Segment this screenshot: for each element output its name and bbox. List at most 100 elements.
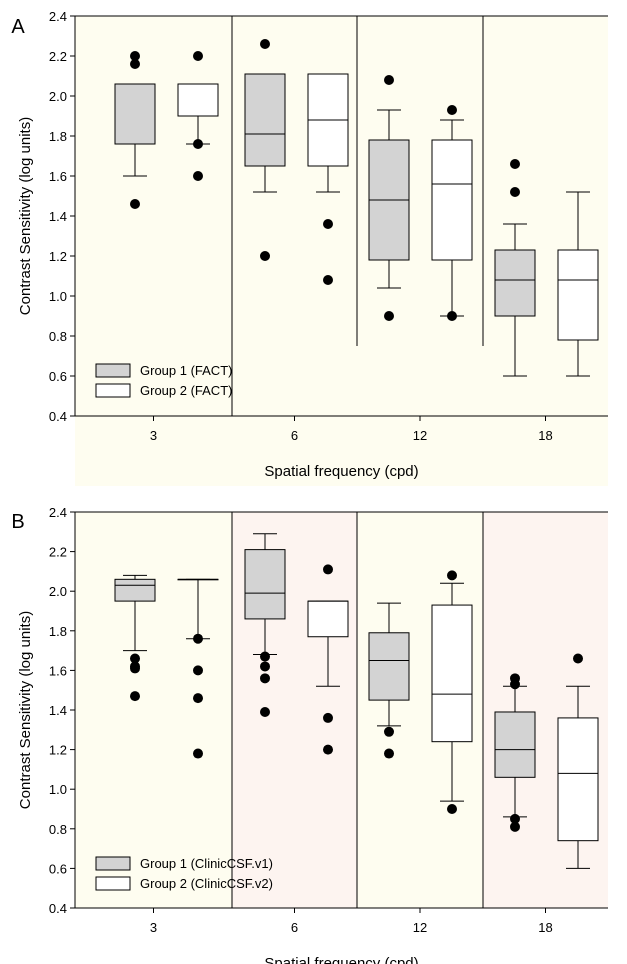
outlier-point — [130, 51, 140, 61]
x-axis-area-band — [75, 416, 608, 486]
outlier-point — [260, 39, 270, 49]
legend-label: Group 1 (ClinicCSF.v1) — [140, 856, 273, 871]
box-18-series-1 — [494, 673, 536, 832]
outlier-point — [323, 712, 333, 723]
outlier-point — [323, 564, 333, 575]
outlier-point — [323, 219, 333, 229]
outlier-point — [384, 748, 394, 759]
y-tick-label: 0.6 — [49, 369, 67, 384]
box-iqr — [114, 83, 156, 145]
box-6-series-1 — [244, 533, 286, 717]
box-3-series-2 — [177, 578, 219, 759]
outlier-point — [130, 653, 140, 664]
outlier-point — [510, 821, 520, 832]
box-12-series-1 — [368, 75, 410, 321]
box-3-series-2 — [177, 51, 219, 181]
x-tick-label: 3 — [150, 920, 157, 935]
x-tick-label: 12 — [413, 428, 427, 443]
y-tick-label: 0.4 — [49, 409, 67, 424]
outlier-point — [193, 633, 203, 644]
y-tick-label: 1.4 — [49, 703, 67, 718]
outlier-point — [130, 59, 140, 69]
box-6-series-1 — [244, 39, 286, 261]
outlier-point — [193, 748, 203, 759]
outlier-point — [384, 75, 394, 85]
y-tick-label: 1.8 — [49, 129, 67, 144]
box-iqr — [494, 711, 536, 778]
outlier-point — [447, 311, 457, 321]
y-tick-label: 1.0 — [49, 782, 67, 797]
outlier-point — [130, 661, 140, 672]
x-axis-title: Spatial frequency (cpd) — [264, 463, 418, 480]
outlier-point — [193, 665, 203, 676]
y-tick-label: 2.4 — [49, 9, 67, 24]
y-tick-label: 1.2 — [49, 743, 67, 758]
outlier-point — [510, 159, 520, 169]
y-tick-label: 1.0 — [49, 289, 67, 304]
box-iqr — [244, 73, 286, 167]
y-tick-label: 2.2 — [49, 49, 67, 64]
category-band-18 — [483, 512, 608, 908]
y-tick-label: 2.4 — [49, 505, 67, 520]
panel-A: 0.4 0.6 0.8 1.0 1.2 1.4 1.6 1.8 2.0 2.2 2.4 3 6 12 18 S… — [11, 9, 608, 486]
x-tick-label: 18 — [538, 920, 552, 935]
y-axis-title: Contrast Sensitivity (log units) — [17, 117, 34, 315]
box-18-series-2 — [557, 653, 599, 869]
box-18-series-1 — [494, 159, 536, 377]
box-12-series-2 — [431, 105, 473, 321]
y-tick-label: 2.0 — [49, 584, 67, 599]
x-tick-label: 6 — [291, 428, 298, 443]
box-6-series-2 — [307, 73, 349, 285]
legend: Group 1 (ClinicCSF.v1) Group 2 (ClinicCSF… — [95, 856, 273, 891]
outlier-point — [510, 187, 520, 197]
y-axis-title: Contrast Sensitivity (log units) — [17, 611, 34, 809]
box-12-series-1 — [368, 602, 410, 759]
box-iqr — [431, 139, 473, 261]
outlier-point — [510, 673, 520, 684]
outlier-point — [323, 275, 333, 285]
box-3-series-1 — [114, 574, 156, 702]
x-tick-label: 6 — [291, 920, 298, 935]
legend-swatch — [95, 383, 131, 398]
outlier-point — [260, 251, 270, 261]
box-iqr — [494, 249, 536, 317]
legend-swatch — [95, 363, 131, 378]
x-tick-label: 18 — [538, 428, 552, 443]
box-3-series-1 — [114, 51, 156, 209]
y-tick-label: 1.2 — [49, 249, 67, 264]
category-band-18 — [483, 16, 608, 416]
outlier-point — [573, 653, 583, 664]
legend-label: Group 1 (FACT) — [140, 363, 232, 378]
box-12-series-2 — [431, 570, 473, 814]
box-iqr — [114, 578, 156, 602]
box-iqr — [431, 604, 473, 743]
outlier-point — [510, 813, 520, 824]
x-tick-label: 3 — [150, 428, 157, 443]
legend-swatch — [95, 876, 131, 891]
outlier-point — [260, 661, 270, 672]
box-iqr — [177, 83, 219, 117]
box-iqr — [244, 549, 286, 620]
outlier-point — [447, 105, 457, 115]
outlier-point — [447, 804, 457, 814]
legend-swatch — [95, 856, 131, 871]
box-iqr — [557, 717, 599, 842]
y-tick-label: 0.8 — [49, 329, 67, 344]
outlier-point — [260, 651, 270, 662]
legend-label: Group 2 (FACT) — [140, 383, 232, 398]
panel-B: 0.4 0.6 0.8 1.0 1.2 1.4 1.6 1.8 2.0 2.2 2.4 3 6 12 18 S… — [11, 505, 608, 964]
box-18-series-2 — [557, 191, 599, 377]
box-6-series-2 — [307, 564, 349, 755]
y-tick-label: 2.2 — [49, 545, 67, 560]
outlier-point — [447, 570, 457, 581]
outlier-point — [384, 726, 394, 737]
box-iqr — [368, 632, 410, 701]
outlier-point — [130, 691, 140, 702]
outlier-point — [193, 139, 203, 149]
box-iqr — [307, 600, 349, 638]
x-tick-label: 12 — [413, 920, 427, 935]
y-tick-label: 1.8 — [49, 624, 67, 639]
outlier-point — [384, 311, 394, 321]
category-band-3 — [75, 16, 232, 416]
